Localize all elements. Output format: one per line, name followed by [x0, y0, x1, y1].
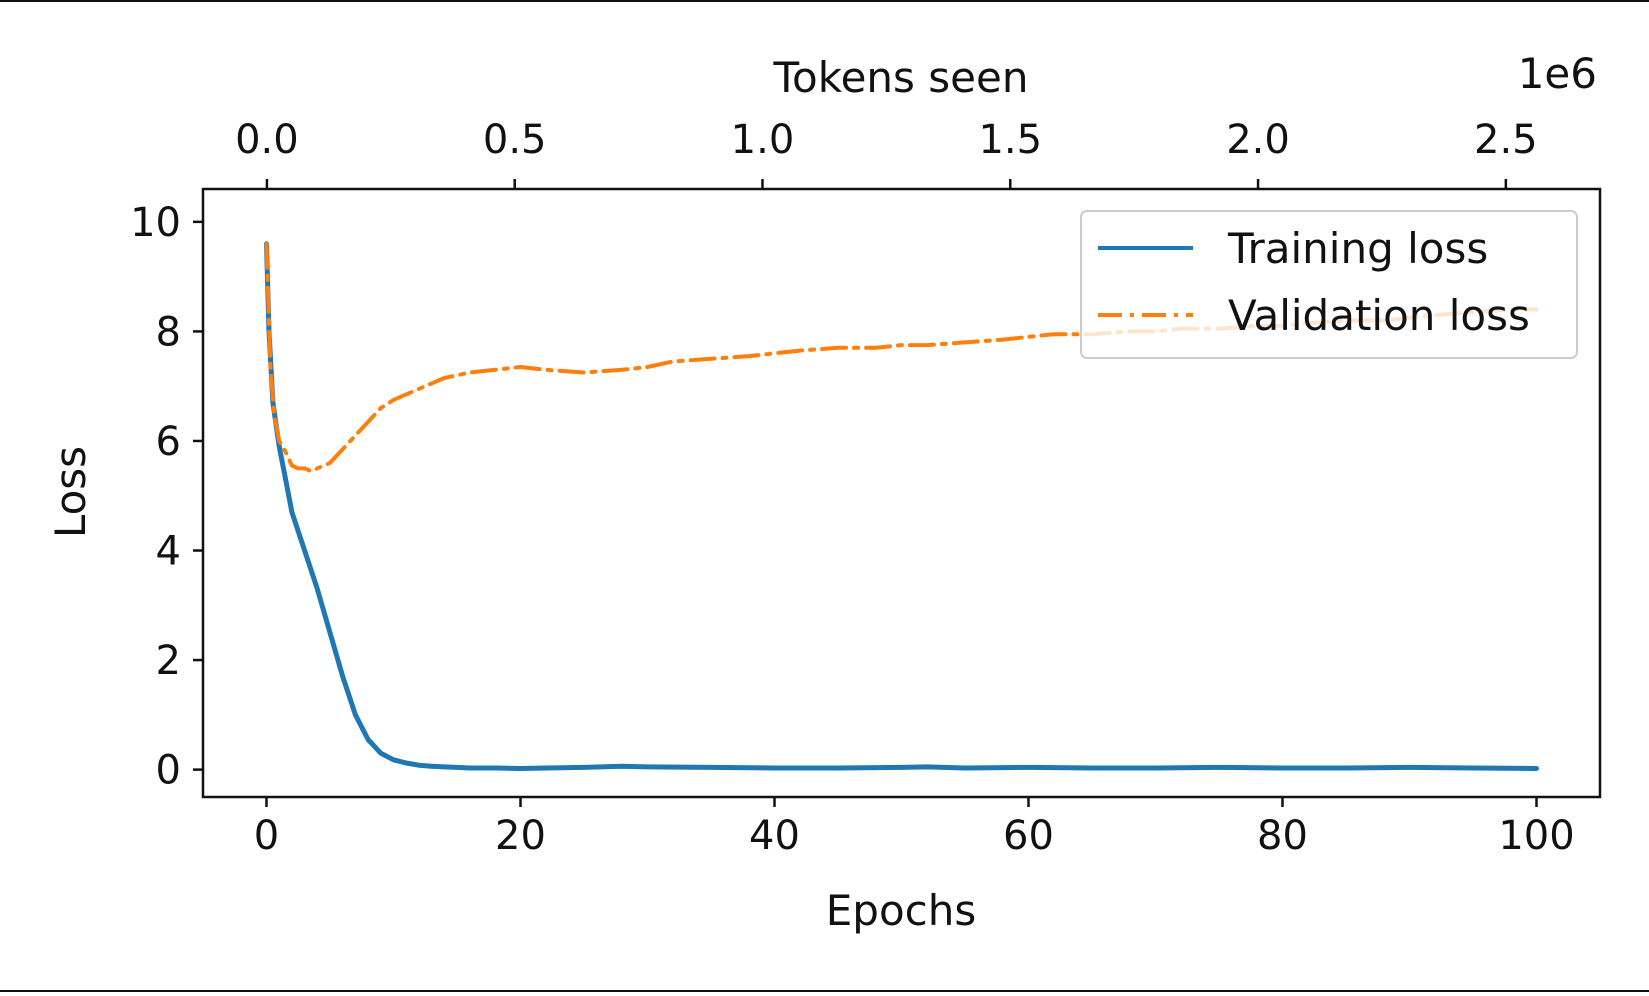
y-tick-label: 4: [156, 529, 181, 575]
x-tick-label: 100: [1498, 813, 1574, 859]
legend: Training loss Validation loss: [1080, 210, 1578, 359]
plot-area: [201, 187, 1602, 799]
legend-label-validation: Validation loss: [1228, 291, 1530, 340]
y-tick-label: 8: [156, 309, 181, 355]
bottom-x-axis: 0 20 40 60 80 100: [254, 797, 1575, 859]
top-x-tick-label: 0.5: [483, 117, 547, 163]
x-tick-label: 80: [1257, 813, 1308, 859]
legend-label-training: Training loss: [1227, 224, 1488, 273]
x-tick-label: 0: [254, 813, 279, 859]
x-axis-label: Epochs: [826, 886, 977, 935]
x-tick-label: 20: [495, 813, 546, 859]
top-x-axis: 0.0 0.5 1.0 1.5 2.0 2.5: [235, 117, 1538, 189]
x-tick-label: 40: [749, 813, 800, 859]
training-loss-line: [264, 241, 1539, 771]
y-tick-label: 10: [130, 200, 181, 246]
y-tick-label: 0: [156, 748, 181, 794]
legend-box: [1080, 210, 1578, 359]
top-border: [0, 0, 1649, 2]
top-x-tick-label: 0.0: [235, 117, 299, 163]
y-axis-label: Loss: [46, 446, 95, 538]
plot-frame: [201, 187, 1602, 799]
top-x-tick-label: 1.5: [978, 117, 1042, 163]
x-tick-label: 60: [1003, 813, 1054, 859]
y-tick-label: 6: [156, 419, 181, 465]
y-tick-label: 2: [156, 638, 181, 684]
top-x-tick-label: 1.0: [731, 117, 795, 163]
top-x-axis-label: Tokens seen: [773, 53, 1029, 102]
bottom-border: [0, 990, 1649, 992]
top-axis-multiplier: 1e6: [1518, 49, 1597, 98]
top-x-tick-label: 2.5: [1474, 117, 1538, 163]
top-x-tick-label: 2.0: [1226, 117, 1290, 163]
y-axis: 0 2 4 6 8 10: [130, 200, 203, 794]
